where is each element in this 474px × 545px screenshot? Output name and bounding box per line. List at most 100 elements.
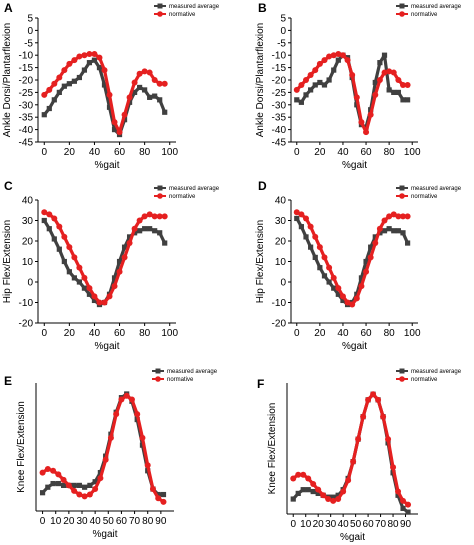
x-tick-label: 0: [41, 147, 47, 158]
data-point: [326, 53, 333, 60]
legend-marker: [157, 185, 163, 191]
data-point: [377, 60, 383, 66]
data-point: [149, 486, 156, 493]
x-tick-label: 60: [114, 147, 126, 158]
data-point: [335, 285, 342, 292]
data-point: [298, 211, 305, 218]
data-point: [381, 228, 388, 234]
data-point: [56, 74, 63, 81]
data-point: [372, 79, 378, 86]
data-point: [350, 458, 357, 465]
data-point: [51, 236, 57, 242]
series-line: [295, 52, 408, 134]
legend-marker: [399, 368, 405, 374]
data-point: [399, 213, 406, 220]
data-point: [144, 462, 151, 469]
legend-label: measured average: [411, 186, 462, 192]
data-point: [141, 213, 148, 220]
legend-label: normative: [411, 377, 438, 383]
y-tick-label: -30: [272, 100, 287, 111]
data-point: [61, 258, 67, 265]
data-point: [345, 477, 352, 484]
data-point: [386, 213, 393, 220]
x-axis-label: %gait: [342, 160, 367, 171]
data-point: [368, 244, 374, 250]
data-point: [391, 228, 397, 234]
data-point: [81, 285, 88, 291]
data-point: [87, 482, 93, 488]
data-point: [405, 240, 411, 246]
data-point: [76, 491, 83, 498]
data-point: [290, 496, 296, 502]
data-point: [96, 54, 103, 61]
data-point: [41, 91, 48, 98]
data-point: [86, 285, 93, 292]
y-tick-label: 0: [280, 278, 286, 289]
data-point: [106, 293, 113, 300]
y-tick-label: -15: [19, 63, 34, 74]
data-point: [156, 80, 163, 87]
series-normative: [39, 392, 167, 505]
data-point: [385, 436, 392, 443]
series-measured-average: [290, 391, 411, 515]
y-axis-label: Knee Flex/Extension: [267, 403, 278, 495]
data-point: [344, 299, 351, 306]
data-point: [349, 72, 356, 79]
y-tick-label: -20: [272, 319, 287, 330]
panel-d: D 0 20 40 60 80 100 -20 -10 0 10 20 30 40 %gait Hip Fle…: [255, 179, 462, 352]
data-point: [363, 129, 370, 136]
data-point: [386, 68, 393, 75]
data-point: [376, 225, 383, 232]
data-point: [335, 291, 341, 297]
y-axis-label: Hip Flex/Extension: [2, 220, 13, 303]
x-tick-label: 40: [337, 328, 349, 339]
data-point: [71, 487, 78, 494]
panel-e: E 0 10 20 30 40 50 60 70 80 90 %gait Knee Flex/Exten…: [4, 368, 218, 540]
data-point: [66, 81, 72, 87]
y-axis-label: Ankle Dorsi/Plantarflexion: [255, 23, 266, 138]
data-point: [308, 244, 314, 250]
x-axis-label: %gait: [94, 160, 119, 171]
data-point: [116, 129, 123, 136]
data-point: [86, 60, 93, 66]
legend: measured average normative: [396, 368, 462, 383]
data-point: [372, 91, 379, 98]
data-point: [162, 109, 168, 115]
legend-marker: [399, 376, 405, 382]
y-axis-label: Hip Flex/Extension: [255, 220, 266, 303]
panel-b: B0 20 40 60 80 100-45-40-35-30-25-20-15-10-50…: [255, 1, 462, 171]
x-tick-label: 20: [313, 519, 325, 530]
data-point: [51, 97, 57, 103]
data-point: [111, 283, 118, 290]
data-point: [136, 70, 143, 77]
data-point: [46, 105, 52, 112]
x-tick-label: 60: [360, 147, 372, 158]
data-point: [66, 60, 73, 67]
legend-label: measured average: [167, 369, 218, 375]
data-point: [71, 482, 77, 488]
data-point: [360, 413, 367, 420]
data-point: [390, 211, 397, 218]
data-point: [400, 497, 407, 504]
data-point: [331, 67, 337, 73]
data-point: [349, 301, 356, 308]
y-tick-label: 20: [22, 237, 34, 248]
data-point: [50, 467, 57, 474]
legend: measured average normative: [154, 185, 220, 200]
data-point: [155, 491, 161, 498]
data-point: [335, 57, 341, 63]
y-tick-label: -40: [19, 125, 34, 136]
data-point: [303, 92, 309, 98]
data-point: [339, 52, 346, 59]
x-tick-label: 0: [290, 519, 296, 530]
data-point: [395, 89, 401, 95]
x-tick-label: 80: [384, 328, 396, 339]
x-tick-label: 0: [41, 328, 47, 339]
x-tick-label: 70: [129, 516, 141, 527]
data-point: [295, 471, 302, 478]
legend-marker: [155, 368, 161, 374]
x-tick-label: 60: [363, 519, 375, 530]
data-point: [66, 244, 73, 251]
data-point: [91, 293, 98, 300]
